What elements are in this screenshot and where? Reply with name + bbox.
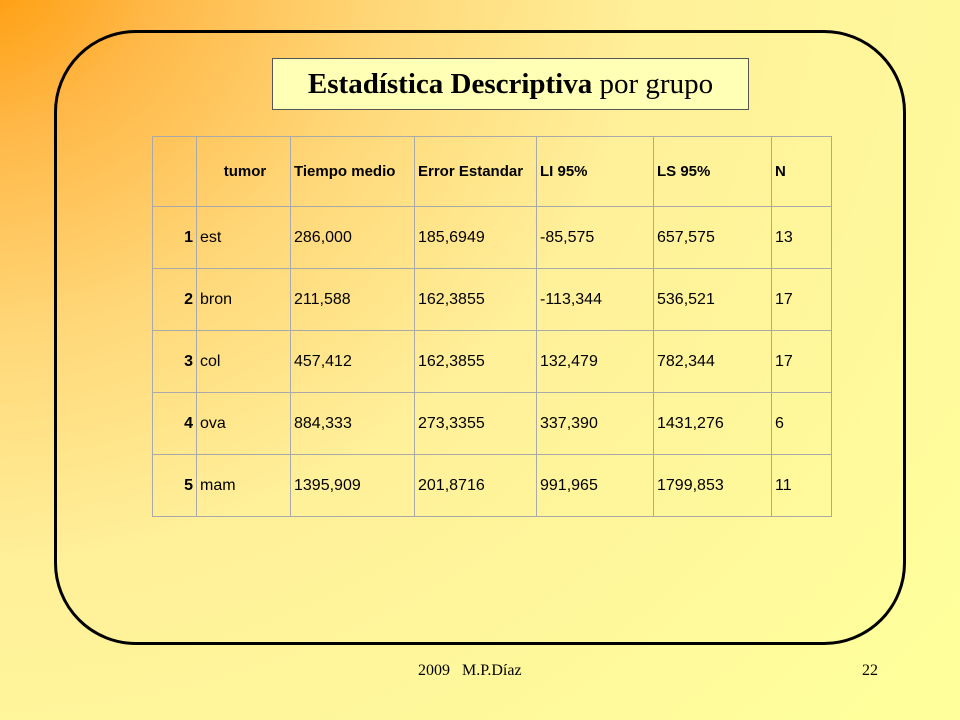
cell-li-95: -113,344 <box>536 268 654 331</box>
cell-tumor: mam <box>196 454 291 517</box>
cell-ls-95: 1431,276 <box>653 392 772 455</box>
footer-author: 2009 M.P.Díaz <box>418 662 522 679</box>
page-number: 22 <box>862 662 878 679</box>
cell-tumor: ova <box>196 392 291 455</box>
cell-n: 17 <box>771 330 832 393</box>
descriptive-stats-table: tumor Tiempo medio Error Estandar LI 95%… <box>152 136 832 517</box>
cell-li-95: 991,965 <box>536 454 654 517</box>
table-row: 1 est 286,000 185,6949 -85,575 657,575 1… <box>152 206 832 269</box>
cell-tiempo-medio: 884,333 <box>290 392 415 455</box>
row-index: 1 <box>152 206 197 269</box>
rounded-frame <box>54 30 906 645</box>
row-index: 2 <box>152 268 197 331</box>
cell-n: 11 <box>771 454 832 517</box>
cell-tumor: bron <box>196 268 291 331</box>
row-index: 4 <box>152 392 197 455</box>
cell-li-95: 337,390 <box>536 392 654 455</box>
table-row: 3 col 457,412 162,3855 132,479 782,344 1… <box>152 330 832 393</box>
header-cell-li-95: LI 95% <box>536 136 654 207</box>
table-row: 4 ova 884,333 273,3355 337,390 1431,276 … <box>152 392 832 455</box>
row-index: 5 <box>152 454 197 517</box>
cell-tiempo-medio: 286,000 <box>290 206 415 269</box>
header-cell-index <box>152 136 197 207</box>
cell-ls-95: 782,344 <box>653 330 772 393</box>
cell-error-estandar: 162,3855 <box>414 268 537 331</box>
cell-n: 6 <box>771 392 832 455</box>
slide-title-bold: Estadística Descriptiva <box>307 67 593 100</box>
slide-title-normal: por grupo <box>592 67 714 100</box>
cell-li-95: -85,575 <box>536 206 654 269</box>
cell-error-estandar: 185,6949 <box>414 206 537 269</box>
row-index: 3 <box>152 330 197 393</box>
cell-tiempo-medio: 211,588 <box>290 268 415 331</box>
cell-tumor: est <box>196 206 291 269</box>
header-cell-tumor: tumor <box>196 136 291 207</box>
table-header-row: tumor Tiempo medio Error Estandar LI 95%… <box>152 136 832 207</box>
cell-tiempo-medio: 457,412 <box>290 330 415 393</box>
cell-li-95: 132,479 <box>536 330 654 393</box>
cell-n: 17 <box>771 268 832 331</box>
cell-error-estandar: 201,8716 <box>414 454 537 517</box>
cell-tiempo-medio: 1395,909 <box>290 454 415 517</box>
cell-ls-95: 1799,853 <box>653 454 772 517</box>
cell-error-estandar: 162,3855 <box>414 330 537 393</box>
header-cell-tiempo-medio: Tiempo medio <box>290 136 415 207</box>
header-cell-ls-95: LS 95% <box>653 136 772 207</box>
cell-tumor: col <box>196 330 291 393</box>
table-row: 5 mam 1395,909 201,8716 991,965 1799,853… <box>152 454 832 517</box>
table-row: 2 bron 211,588 162,3855 -113,344 536,521… <box>152 268 832 331</box>
header-cell-n: N <box>771 136 832 207</box>
cell-ls-95: 536,521 <box>653 268 772 331</box>
cell-n: 13 <box>771 206 832 269</box>
header-cell-error-estandar: Error Estandar <box>414 136 537 207</box>
cell-ls-95: 657,575 <box>653 206 772 269</box>
slide-title: Estadística Descriptiva por grupo <box>272 58 749 110</box>
cell-error-estandar: 273,3355 <box>414 392 537 455</box>
